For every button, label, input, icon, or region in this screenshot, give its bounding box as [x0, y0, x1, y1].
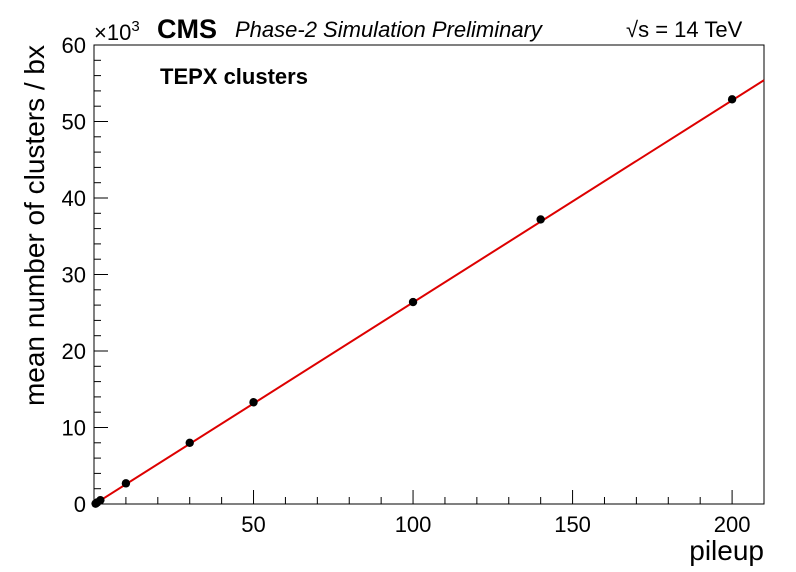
data-point — [249, 398, 257, 406]
x-axis-label: pileup — [689, 535, 764, 566]
energy-value: = 14 TeV — [649, 17, 742, 42]
data-point — [728, 95, 736, 103]
plot-frame — [94, 45, 764, 504]
x-tick-label: 50 — [241, 512, 265, 537]
y-tick-label: 30 — [62, 263, 86, 288]
data-point — [186, 439, 194, 447]
data-point — [96, 496, 104, 504]
y-tick-label: 60 — [62, 33, 86, 58]
x-tick-label: 200 — [714, 512, 751, 537]
y-multiplier: ×103 — [94, 18, 140, 45]
x-tick-label: 100 — [395, 512, 432, 537]
y-tick-label: 50 — [62, 110, 86, 135]
y-tick-label: 10 — [62, 416, 86, 441]
y-axis-label: mean number of clusters / bx — [19, 45, 50, 406]
status-label: Phase-2 Simulation Preliminary — [235, 17, 544, 42]
fit-line-layer — [94, 80, 764, 504]
y-tick-label: 0 — [74, 492, 86, 517]
energy-sqrt: √s — [626, 17, 649, 42]
fit-line — [94, 80, 764, 504]
data-point — [409, 298, 417, 306]
y-multiplier-base: ×10 — [94, 20, 131, 45]
data-points-layer — [91, 95, 736, 508]
energy-label: √s = 14 TeV — [626, 17, 743, 42]
y-multiplier-exponent: 3 — [131, 18, 139, 35]
y-tick-label: 20 — [62, 339, 86, 364]
data-point — [122, 479, 130, 487]
experiment-label: CMS — [157, 14, 217, 44]
x-tick-label: 150 — [554, 512, 591, 537]
y-tick-label: 40 — [62, 186, 86, 211]
axis-tick-labels: 50 100 150 200 0 10 20 30 40 50 60 — [62, 33, 751, 537]
chart-title: TEPX clusters — [160, 64, 308, 89]
data-point — [536, 215, 544, 223]
axis-ticks — [94, 45, 764, 504]
